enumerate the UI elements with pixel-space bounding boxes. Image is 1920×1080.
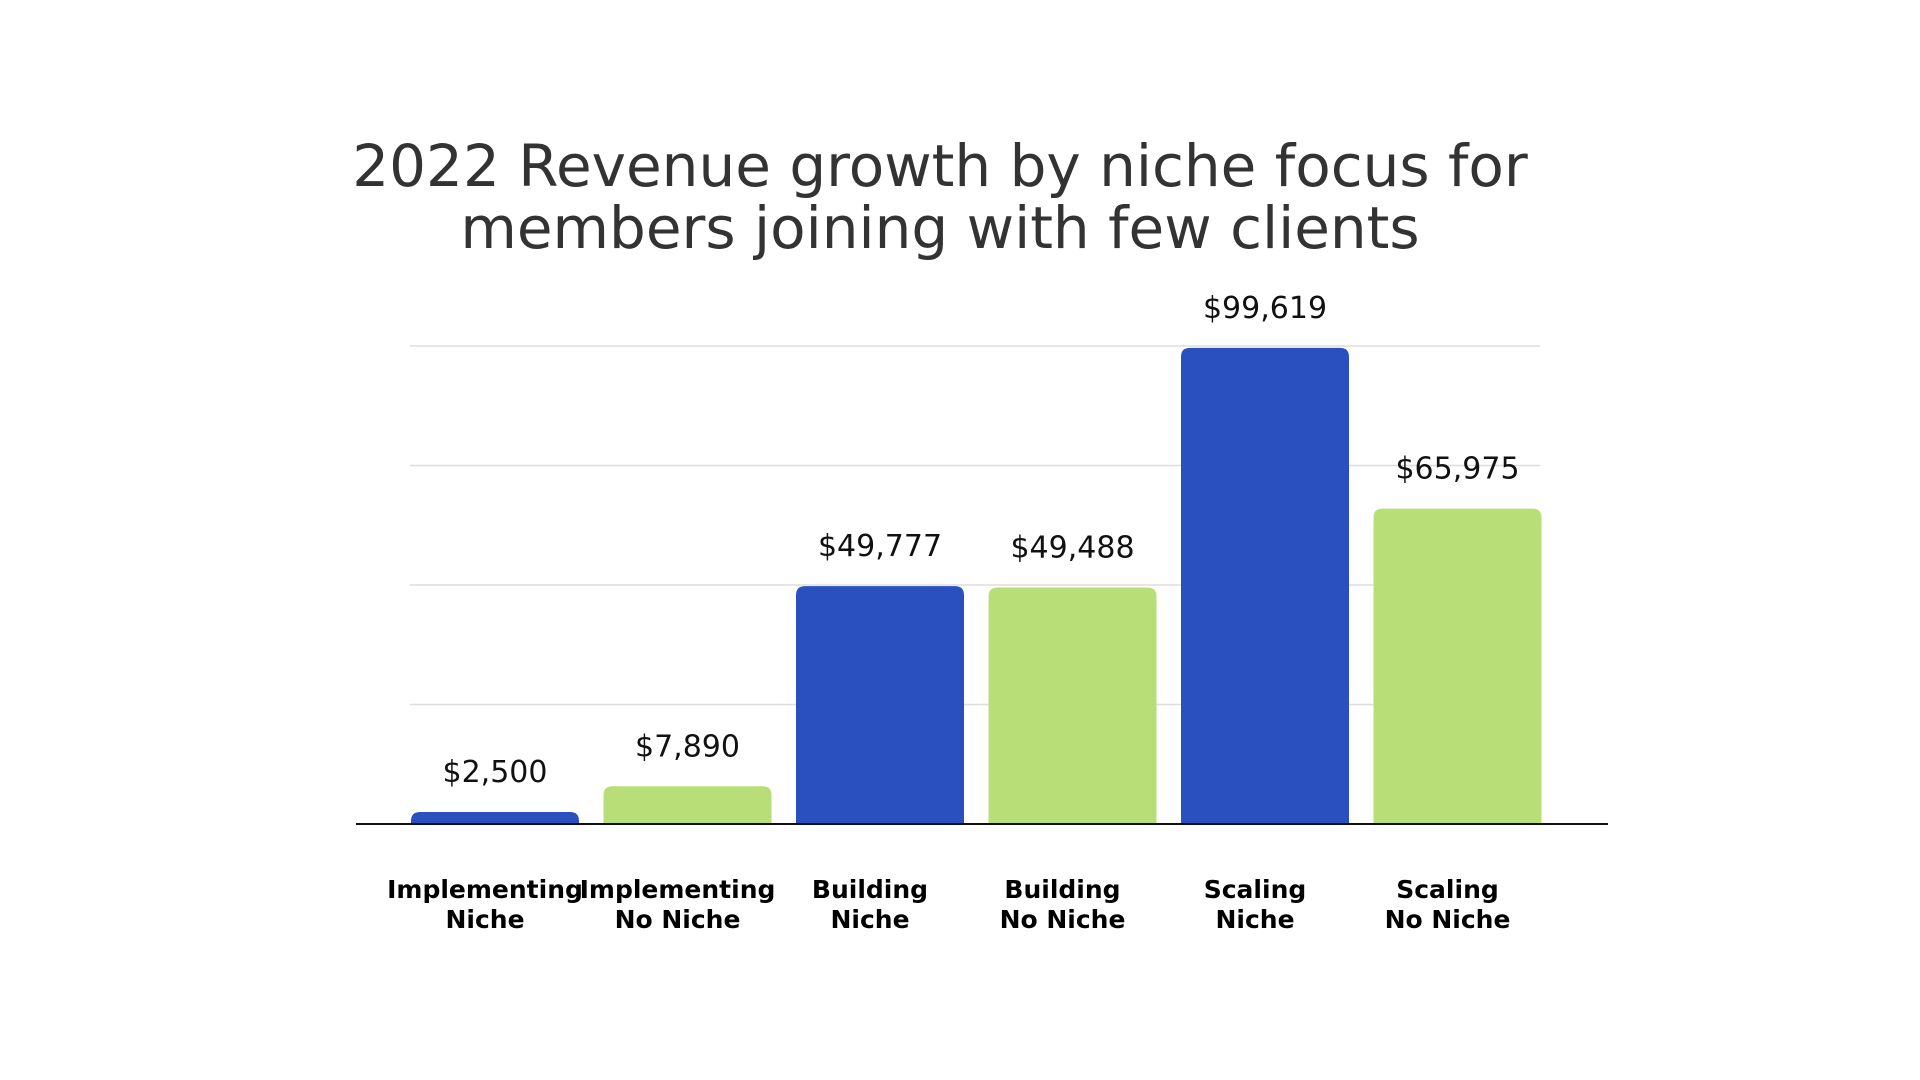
category-label: Niche [445,905,524,934]
data-label: $99,619 [1203,291,1327,326]
data-label: $7,890 [635,729,740,764]
chart-title: 2022 Revenue growth by niche focus for m… [0,135,1880,259]
category-label: Niche [1215,905,1294,934]
chart-title-line-1: 2022 Revenue growth by niche focus for [352,132,1528,200]
category-label: Implementing [580,875,776,904]
category-label: No Niche [615,905,741,934]
category-label: Niche [830,905,909,934]
bars [411,347,1542,824]
category-label: No Niche [1000,905,1126,934]
bar [1373,508,1542,824]
category-label: Building [1004,875,1120,904]
value-labels: $2,500 $7,890 $49,777 $49,488 $99,619 $65,975 [443,291,1520,790]
bar [411,812,579,824]
bar [988,587,1157,824]
bar [603,786,772,824]
chart-title-line-2: members joining with few clients [460,194,1420,262]
category-label: No Niche [1385,905,1511,934]
data-label: $2,500 [443,755,548,790]
category-label: Scaling [1204,875,1307,904]
category-label: Building [812,875,928,904]
category-label: Implementing [387,875,583,904]
gridlines [410,345,1540,706]
data-label: $49,488 [1010,530,1134,565]
bar [1181,347,1349,824]
category-label: Scaling [1396,875,1499,904]
bar [796,586,964,824]
data-label: $65,975 [1395,452,1519,487]
data-label: $49,777 [818,529,942,564]
